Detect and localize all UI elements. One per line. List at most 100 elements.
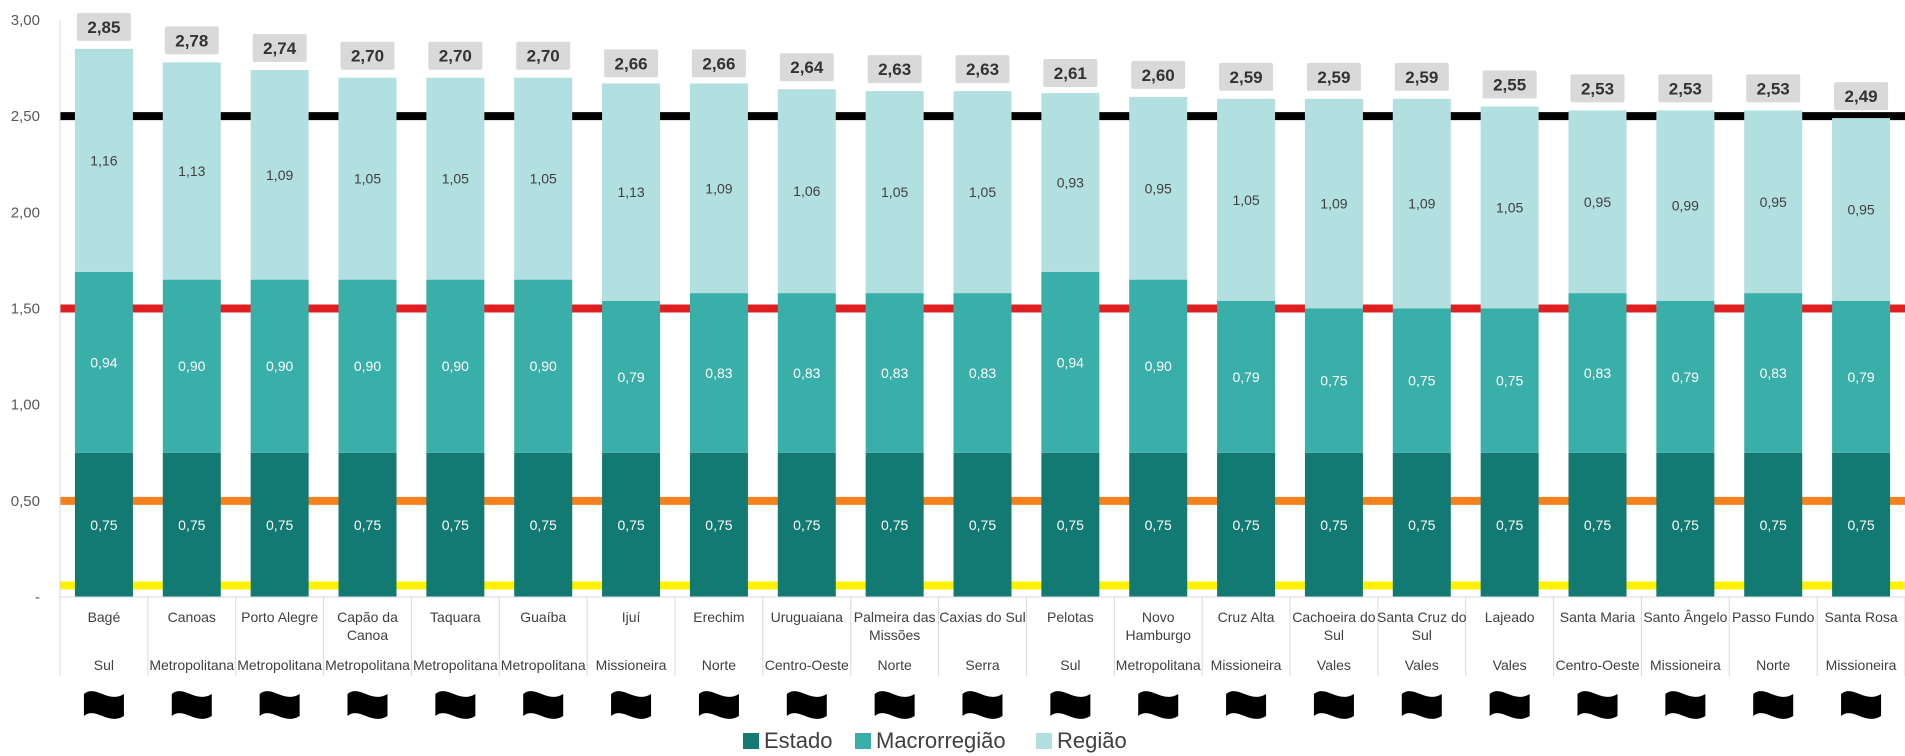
bar-segment-macrorregião [602, 300, 661, 453]
bar-segment-macrorregião [1392, 308, 1451, 453]
segment-value-label: 0,90 [530, 358, 557, 374]
bar-segment-estado [426, 452, 485, 597]
total-label-box [1394, 62, 1449, 91]
black-flag-icon [1489, 691, 1530, 719]
macro-region-label: Norte [878, 657, 912, 673]
bar-group: 0,75 0,79 0,95 2,49 [1832, 82, 1891, 597]
bar-segment-macrorregião [953, 293, 1012, 453]
macro-region-label: Sul [94, 657, 114, 673]
segment-value-label: 0,75 [881, 517, 908, 533]
black-flag-icon [786, 691, 827, 719]
bar-segment-estado [162, 452, 221, 597]
bar-segment-macrorregião [162, 279, 221, 453]
category-label-line: Pelotas [1047, 609, 1094, 625]
segment-value-label: 0,75 [1320, 373, 1347, 389]
total-value-label: 2,74 [263, 39, 297, 58]
category-label: Porto Alegre [241, 609, 318, 625]
total-label-box [340, 41, 395, 70]
segment-value-label: 1,05 [442, 171, 469, 187]
macro-region-label: Metropolitana [325, 657, 410, 673]
category-label-line: Ijuí [622, 609, 641, 625]
segment-value-label: 0,94 [1057, 354, 1084, 370]
bar-segment-macrorregião [1480, 308, 1539, 453]
bar-segment-macrorregião [865, 293, 924, 453]
bar-group: 0,75 0,90 1,09 2,74 [250, 34, 309, 597]
bar-segment-região [1392, 98, 1451, 309]
macro-region-label: Norte [702, 657, 736, 673]
bar-group: 0,75 0,90 1,13 2,78 [162, 26, 221, 597]
segment-value-label: 0,95 [1584, 194, 1611, 210]
total-label-box [1306, 62, 1361, 91]
category-label: Santa Cruz do Sul [1377, 609, 1467, 643]
total-label-box [604, 49, 659, 78]
segment-value-label: 0,83 [1760, 365, 1787, 381]
bar-segment-região [74, 48, 133, 272]
total-label-box [1131, 60, 1186, 89]
category-label-line: Cachoeira do [1292, 609, 1375, 625]
segment-value-label: 1,05 [530, 171, 557, 187]
bar-segment-macrorregião [777, 293, 836, 453]
bar-segment-região [777, 89, 836, 294]
black-flag-icon [1050, 691, 1091, 719]
segment-value-label: 0,95 [1760, 194, 1787, 210]
bar-segment-estado [953, 452, 1012, 597]
category-label-line: Canoa [347, 627, 388, 643]
bar-group: 0,75 0,79 1,05 2,59 [1217, 62, 1276, 597]
bar-segment-região [602, 83, 661, 301]
segment-value-label: 0,90 [354, 358, 381, 374]
bar-segment-estado [1568, 452, 1627, 597]
bar-segment-macrorregião [1832, 300, 1891, 453]
bar-segment-estado [1217, 452, 1276, 597]
bar-segment-região [1304, 98, 1363, 309]
category-label-line: Caxias do Sul [939, 609, 1025, 625]
category-label-line: Palmeira das [854, 609, 936, 625]
total-label-box [955, 55, 1010, 84]
total-value-label: 2,60 [1142, 66, 1175, 85]
bar-segment-região [338, 77, 397, 280]
bar-group: 0,75 0,83 1,09 2,66 [689, 49, 748, 597]
category-label-line: Taquara [430, 609, 481, 625]
bar-segment-estado [777, 452, 836, 597]
legend-swatch [1036, 733, 1052, 749]
bar-segment-estado [1304, 452, 1363, 597]
segment-value-label: 0,79 [617, 369, 644, 385]
y-axis: - 0,50 1,00 1,50 2,00 2,50 3,00 [11, 12, 61, 606]
total-label-box [779, 53, 834, 82]
category-label: Santa Rosa [1824, 609, 1897, 625]
bar-segment-estado [514, 452, 573, 597]
bar-group: 0,75 0,79 1,13 2,66 [602, 49, 661, 597]
black-flag-icon [83, 691, 124, 719]
category-label-line: Bagé [88, 609, 121, 625]
category-table: Bagé Sul Canoas Metropolitana Porto Alegre Me… [59, 596, 1905, 676]
category-label: Erechim [693, 609, 744, 625]
legend-swatch [855, 733, 871, 749]
bar-segment-estado [1129, 452, 1188, 597]
y-tick-label: 2,50 [11, 108, 40, 125]
segment-value-label: 0,75 [1320, 517, 1347, 533]
bar-segment-estado [689, 452, 748, 597]
segment-value-label: 1,09 [1408, 196, 1435, 212]
macro-region-label: Metropolitana [149, 657, 234, 673]
bar-group: 0,75 0,79 0,99 2,53 [1656, 74, 1715, 597]
black-flag-icon [874, 691, 915, 719]
total-label-box [1570, 74, 1625, 103]
category-label: Caxias do Sul [939, 609, 1025, 625]
total-value-label: 2,59 [1230, 68, 1263, 87]
category-label: Ijuí [622, 609, 641, 625]
black-flag-icon [1313, 691, 1354, 719]
black-flag-icon [1753, 691, 1794, 719]
segment-value-label: 0,83 [881, 365, 908, 381]
category-label-line: Cruz Alta [1218, 609, 1275, 625]
segment-value-label: 0,83 [793, 365, 820, 381]
bar-segment-região [1832, 118, 1891, 301]
total-label-box [867, 55, 922, 84]
total-value-label: 2,59 [1405, 68, 1438, 87]
category-label: Pelotas [1047, 609, 1094, 625]
bar-segment-estado [1744, 452, 1803, 597]
category-label-line: Santa Cruz do [1377, 609, 1467, 625]
segment-value-label: 0,75 [1847, 517, 1874, 533]
total-value-label: 2,53 [1757, 79, 1790, 98]
category-label: Lajeado [1485, 609, 1535, 625]
category-label-line: Novo [1142, 609, 1175, 625]
